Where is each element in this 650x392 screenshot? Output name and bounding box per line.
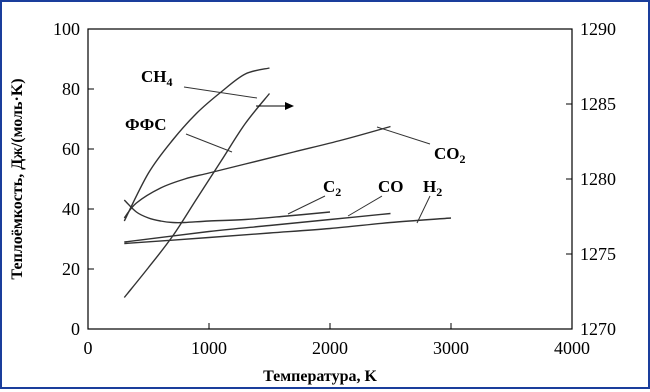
leader-line-CO2 [376,126,431,145]
y2-tick-label: 1275 [580,244,616,264]
y-tick-label: 60 [62,139,80,159]
series-line-CH4 [123,67,270,222]
y2-tick-label: 1270 [580,319,616,339]
series-line-ФФС [123,93,271,298]
series-label-CO2: CO2 [434,144,466,166]
y-tick-label: 100 [53,19,80,39]
y2-tick-label: 1285 [580,94,616,114]
series-line-CO2 [123,125,391,219]
series-label-CH4: CH4 [141,67,173,89]
y-tick-label: 40 [62,199,80,219]
series-line-C2 [123,199,331,224]
x-tick-label: 4000 [554,338,590,358]
series-label-ФФС: ФФС [125,115,166,134]
series-label-C2: C2 [323,177,341,199]
chart: 0 1000 2000 3000 4000 0 20 40 60 80 100 1270 1275 128… [9,19,616,385]
y-tick-label: 80 [62,79,80,99]
axes: 0 1000 2000 3000 4000 0 20 40 60 80 100 1270 1275 128… [53,19,616,358]
series-line-H2 [124,217,452,245]
leader-line-CO [347,195,383,217]
annotations: CH4 ФФС CO2 C2 CO H2 [125,67,466,224]
x-tick-label: 2000 [312,338,348,358]
leader-line-ФФС [185,133,233,153]
y2-tick-label: 1290 [580,19,616,39]
leader-line-C2 [287,195,326,215]
x-tick-label: 0 [84,338,93,358]
x-tick-label: 1000 [191,338,227,358]
x-tick-label: 3000 [433,338,469,358]
y2-tick-label: 1280 [580,169,616,189]
y-tick-label: 0 [71,319,80,339]
series-lines [123,67,452,298]
series-label-CO: CO [378,177,404,196]
series-line-CO [124,212,391,243]
y-axis-title: Теплоёмкость, Дж/(моль·K) [9,78,26,279]
leader-line-H2 [416,195,431,224]
series-label-H2: H2 [423,177,442,199]
leader-line-CH4 [183,86,258,99]
x-axis-title: Температура, K [263,368,377,385]
y-tick-label: 20 [62,259,80,279]
right-axis-arrow-head [285,102,294,110]
